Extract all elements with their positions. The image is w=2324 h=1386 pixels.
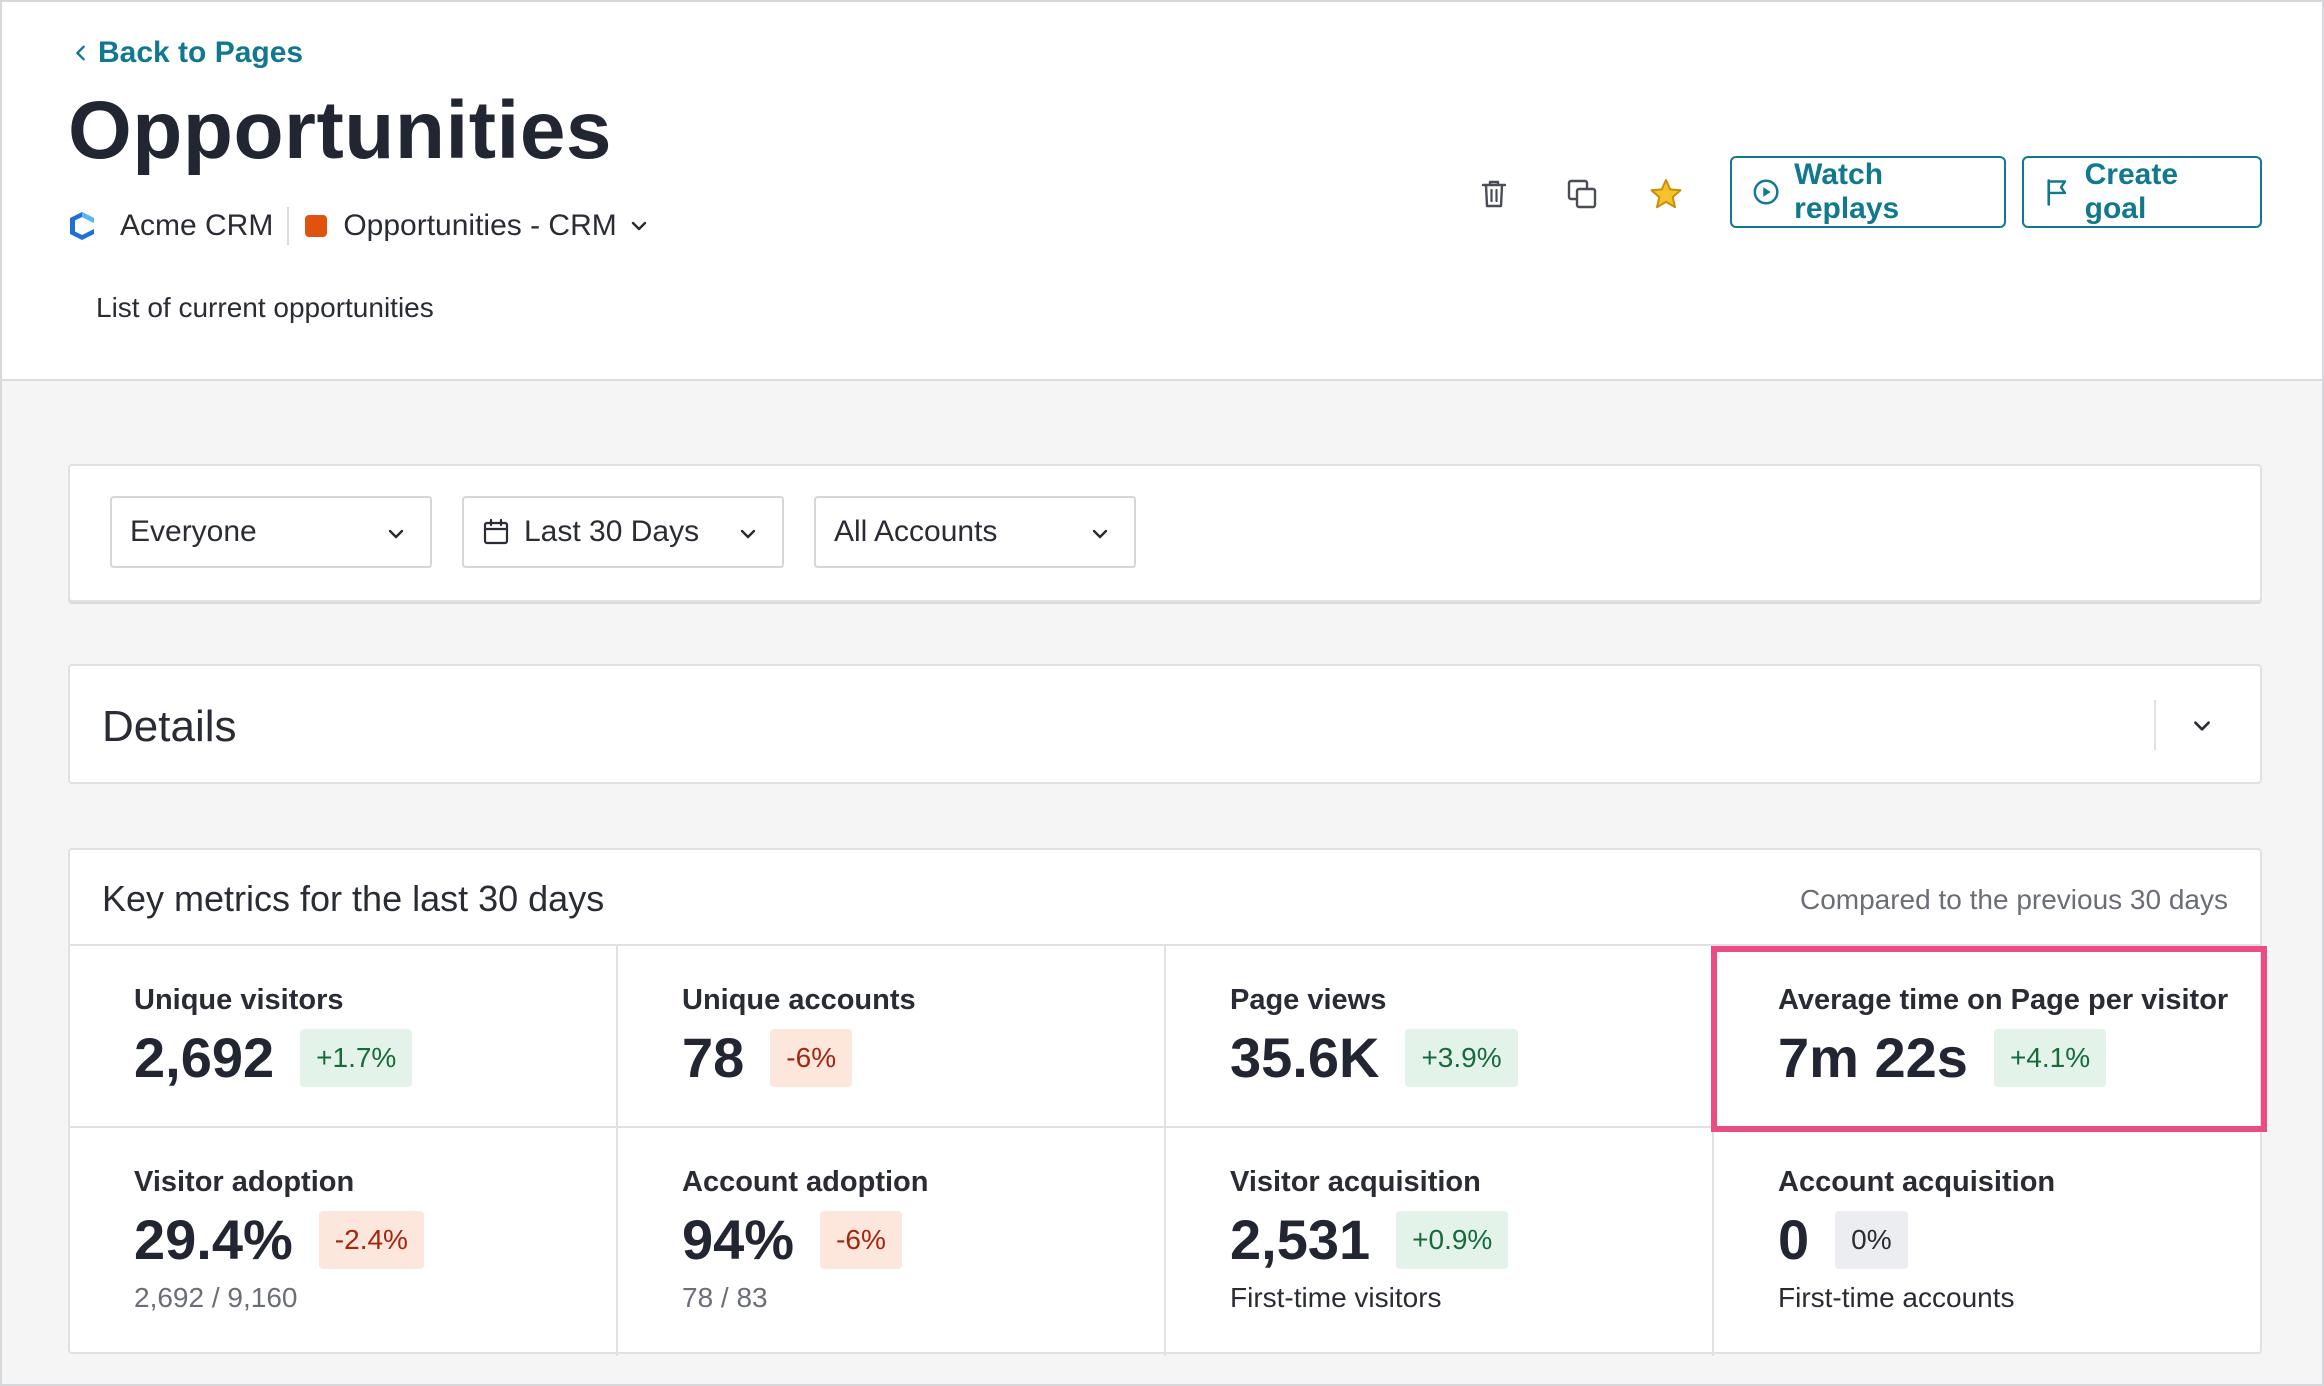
comparison-note: Compared to the previous 30 days: [1799, 884, 2228, 915]
change-badge: +1.7%: [300, 1029, 413, 1087]
duplicate-button[interactable]: [1562, 174, 1602, 214]
create-goal-label[interactable]: Create goal: [2084, 158, 2179, 225]
metric-value: 29.4%: [134, 1208, 293, 1271]
metric-account-acquisition: Account acquisition 0 0% First-time acco…: [1714, 1128, 2260, 1356]
key-metrics-title: Key metrics for the last 30 days: [102, 878, 605, 919]
copy-icon: [1567, 179, 1597, 209]
metric-label: Page views: [1230, 984, 1387, 1016]
metric-subtext: First-time visitors: [1230, 1282, 1442, 1313]
star-icon: [1650, 179, 1682, 209]
favorite-button[interactable]: [1646, 174, 1686, 214]
divider: [2154, 700, 2156, 750]
change-badge: +0.9%: [1396, 1211, 1509, 1269]
change-badge: 0%: [1835, 1211, 1908, 1269]
metric-label: Visitor adoption: [134, 1166, 355, 1198]
change-badge: +4.1%: [1993, 1029, 2107, 1087]
page-description: List of current opportunities: [96, 292, 434, 323]
date-range-select[interactable]: Last 30 Days: [462, 496, 784, 568]
divider: [287, 207, 290, 245]
chevron-down-icon: [1092, 529, 1108, 539]
metric-value: 94%: [682, 1208, 795, 1271]
trash-icon: [1481, 180, 1507, 208]
create-goal-button[interactable]: Create goal: [2022, 156, 2262, 228]
metrics-grid: Unique visitors 2,692 +1.7% Unique accou…: [70, 946, 2260, 1356]
metric-unique-visitors: Unique visitors 2,692 +1.7%: [70, 946, 618, 1128]
segment-value[interactable]: Everyone: [130, 515, 257, 548]
calendar-icon: [483, 518, 509, 545]
metric-label: Account acquisition: [1778, 1166, 2056, 1198]
product-area-color-swatch: [305, 215, 328, 237]
change-badge: +3.9%: [1405, 1029, 1518, 1087]
key-metrics-panel: Key metrics for the last 30 days Compare…: [68, 848, 2262, 1356]
change-badge: -6%: [820, 1211, 902, 1269]
metric-value: 7m 22s: [1778, 1026, 1968, 1089]
chevron-down-icon[interactable]: [629, 216, 649, 236]
delete-button[interactable]: [1474, 174, 1514, 214]
metric-visitor-adoption: Visitor adoption 29.4% -2.4% 2,692 / 9,1…: [70, 1128, 618, 1356]
details-title: Details: [102, 702, 237, 751]
product-area-name[interactable]: Opportunities - CRM: [343, 209, 617, 242]
key-metrics-header: Key metrics for the last 30 days Compare…: [70, 850, 2260, 946]
metric-value: 0: [1778, 1208, 1810, 1271]
metric-label: Account adoption: [682, 1166, 929, 1198]
metric-value: 78: [682, 1026, 745, 1089]
metric-label: Unique visitors: [134, 984, 344, 1016]
chevron-down-icon: [2194, 721, 2210, 731]
metric-label: Unique accounts: [682, 984, 916, 1016]
chevron-down-icon: [388, 529, 404, 539]
metric-subtext: 78 / 83: [682, 1282, 768, 1313]
back-link-label[interactable]: Back to Pages: [98, 36, 304, 69]
app-name: Acme CRM: [120, 209, 274, 242]
metric-account-adoption: Account adoption 94% -6% 78 / 83: [618, 1128, 1166, 1356]
flag-icon: [2047, 179, 2067, 206]
segment-select[interactable]: Everyone: [110, 496, 432, 568]
app-logo-icon: [70, 212, 94, 240]
metric-value: 2,531: [1230, 1208, 1371, 1271]
page-header: Back to Pages Opportunities Acme CRM Opp…: [2, 2, 2322, 381]
details-panel[interactable]: Details: [68, 664, 2262, 784]
metric-page-views: Page views 35.6K +3.9%: [1166, 946, 1714, 1128]
change-badge: -6%: [770, 1029, 853, 1087]
metric-subtext: 2,692 / 9,160: [134, 1282, 298, 1313]
accounts-value[interactable]: All Accounts: [834, 515, 998, 548]
watch-replays-button[interactable]: Watch replays: [1730, 156, 2006, 228]
page-meta: Acme CRM Opportunities - CRM: [66, 204, 649, 248]
metric-value: 2,692: [134, 1026, 275, 1089]
date-range-value[interactable]: Last 30 Days: [524, 515, 700, 548]
filter-bar: Everyone Last 30 Days All Accounts: [68, 464, 2262, 602]
chevron-left-icon: [76, 45, 85, 61]
metric-subtext: First-time accounts: [1778, 1282, 2015, 1313]
details-expand-toggle[interactable]: [2182, 706, 2222, 746]
change-badge: -2.4%: [318, 1211, 424, 1269]
play-circle-icon: [1753, 179, 1779, 205]
accounts-select[interactable]: All Accounts: [814, 496, 1136, 568]
metric-label: Average time on Page per visitor: [1778, 984, 2229, 1016]
watch-replays-label[interactable]: Watch replays: [1794, 158, 1900, 225]
metric-average-time-on-page: Average time on Page per visitor 7m 22s …: [1714, 946, 2260, 1128]
metric-visitor-acquisition: Visitor acquisition 2,531 +0.9% First-ti…: [1166, 1128, 1714, 1356]
back-to-pages-link[interactable]: Back to Pages: [72, 36, 303, 70]
metric-value: 35.6K: [1230, 1026, 1380, 1089]
chevron-down-icon: [740, 529, 756, 539]
metric-label: Visitor acquisition: [1230, 1166, 1481, 1198]
page-title: Opportunities: [68, 85, 613, 176]
metric-unique-accounts: Unique accounts 78 -6%: [618, 946, 1166, 1128]
